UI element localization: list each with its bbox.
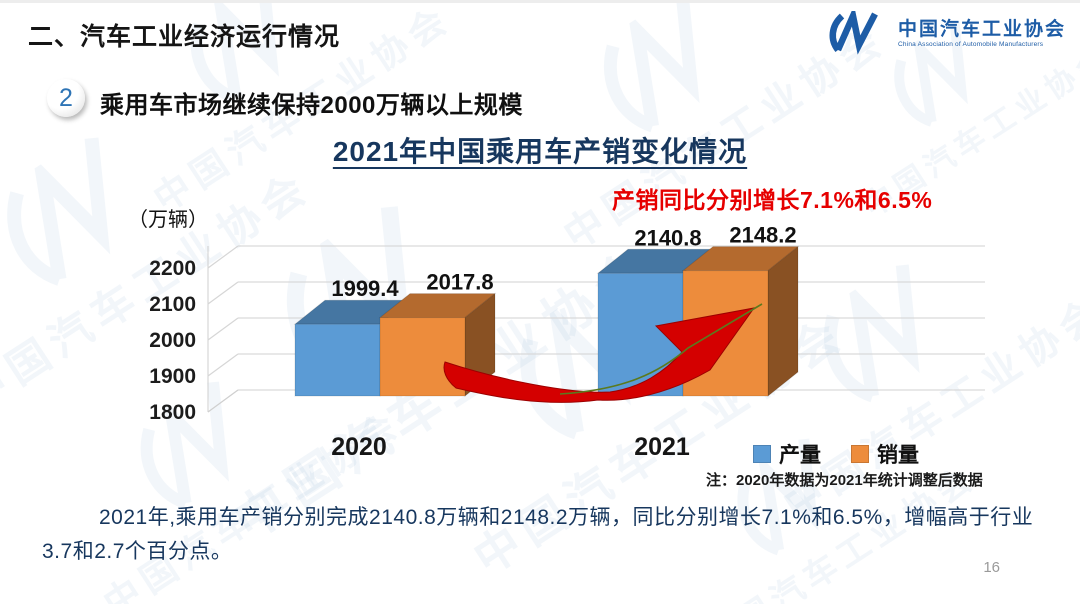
gridline-diagonal xyxy=(207,353,239,377)
legend-swatch-sales xyxy=(851,445,869,463)
gridline-diagonal xyxy=(207,281,239,305)
bar-value-label: 2148.2 xyxy=(729,223,796,248)
x-category-label: 2020 xyxy=(331,433,387,461)
chart-note: 注：2020年数据为2021年统计调整后数据 xyxy=(706,472,983,489)
chart-legend: 产量 销量 xyxy=(753,439,919,469)
growth-arrow-icon xyxy=(443,303,763,403)
y-tick-label: 2000 xyxy=(149,329,196,352)
legend-label: 产量 xyxy=(779,444,821,467)
y-tick-label: 2200 xyxy=(149,257,196,280)
caam-logo: 中国汽车工业协会 China Association of Automobile… xyxy=(827,11,1066,57)
bar-value-label: 2140.8 xyxy=(634,225,701,250)
bar-chart: 2200 2100 2000 1900 1800 1999.4 2017.8 2020 2140… xyxy=(149,223,985,461)
y-axis-unit-label: （万辆） xyxy=(128,209,208,231)
y-tick-label: 1800 xyxy=(149,401,196,424)
y-tick-label: 2100 xyxy=(149,293,196,316)
section-number-badge: 2 xyxy=(47,79,85,117)
slide-heading: 乘用车市场继续保持2000万辆以上规模 xyxy=(100,92,523,119)
x-category-label: 2021 xyxy=(634,433,690,461)
bar-value-label: 2017.8 xyxy=(426,270,493,295)
y-tick-label: 1900 xyxy=(149,365,196,388)
legend-swatch-production xyxy=(753,445,771,463)
floor-edge-line xyxy=(207,389,239,413)
legend-item-sales: 销量 xyxy=(851,439,919,469)
gridline-diagonal xyxy=(207,317,239,341)
chart-area: 2200 2100 2000 1900 1800 1999.4 2017.8 2020 2140… xyxy=(120,203,1020,503)
bar-value-label: 1999.4 xyxy=(331,276,399,301)
logo-title: 中国汽车工业协会 xyxy=(897,18,1066,40)
chart-title: 2021年中国乘用车产销变化情况 xyxy=(332,136,748,167)
page-number: 16 xyxy=(983,559,1000,576)
summary-paragraph: 2021年,乘用车产销分别完成2140.8万辆和2148.2万辆，同比分别增长7… xyxy=(42,506,1034,563)
gridline-diagonal xyxy=(207,245,239,269)
legend-item-production: 产量 xyxy=(753,439,821,469)
growth-annotation: 产销同比分别增长7.1%和6.5% xyxy=(612,187,933,213)
caam-logo-icon xyxy=(829,11,878,55)
bar-front-face xyxy=(294,323,381,397)
legend-label: 销量 xyxy=(877,444,919,467)
section-title: 二、汽车工业经济运行情况 xyxy=(28,23,341,51)
logo-subtitle: China Association of Automobile Manufact… xyxy=(897,40,1044,48)
